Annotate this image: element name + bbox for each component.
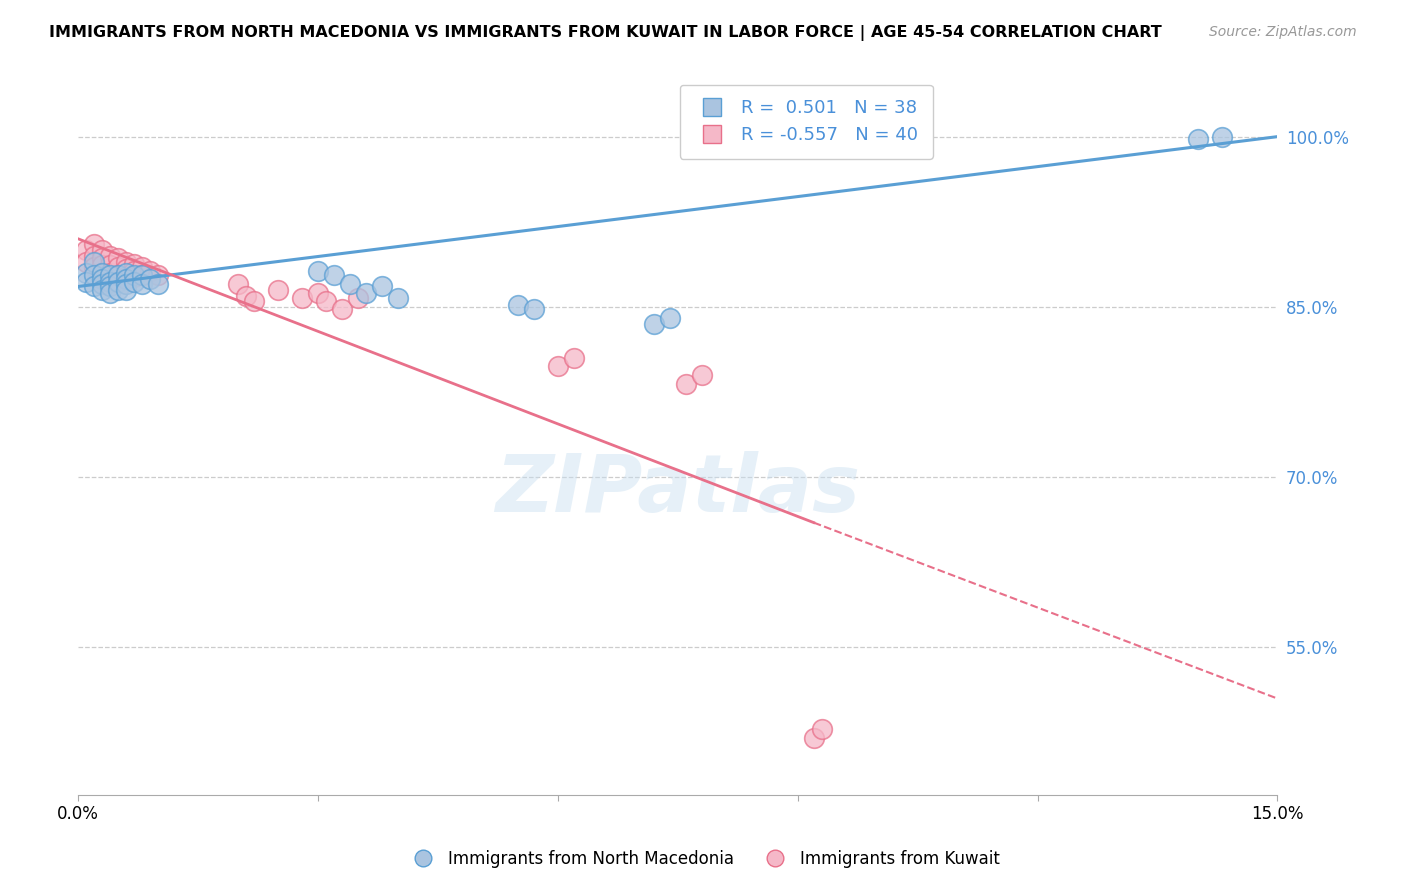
Point bbox=[330, 302, 353, 317]
Point bbox=[658, 311, 681, 326]
Point bbox=[675, 377, 697, 392]
Point bbox=[115, 271, 138, 285]
Point bbox=[122, 270, 145, 285]
Point bbox=[115, 277, 138, 292]
Point bbox=[83, 237, 105, 252]
Point bbox=[523, 302, 546, 317]
Point bbox=[115, 262, 138, 277]
Point bbox=[122, 263, 145, 277]
Point bbox=[91, 277, 114, 292]
Point bbox=[115, 266, 138, 280]
Point bbox=[115, 270, 138, 285]
Point bbox=[122, 268, 145, 282]
Point bbox=[243, 294, 266, 309]
Point bbox=[107, 260, 129, 275]
Point bbox=[690, 368, 713, 382]
Point bbox=[91, 243, 114, 257]
Point bbox=[98, 266, 121, 280]
Point bbox=[107, 283, 129, 297]
Point bbox=[267, 283, 290, 297]
Point bbox=[107, 268, 129, 282]
Point bbox=[115, 254, 138, 268]
Point bbox=[1211, 129, 1233, 144]
Point bbox=[98, 268, 121, 282]
Point bbox=[131, 268, 153, 282]
Point bbox=[122, 257, 145, 271]
Point bbox=[91, 271, 114, 285]
Point bbox=[115, 283, 138, 297]
Point bbox=[98, 275, 121, 289]
Point bbox=[291, 291, 314, 305]
Point bbox=[98, 286, 121, 301]
Legend: R =  0.501   N = 38, R = -0.557   N = 40: R = 0.501 N = 38, R = -0.557 N = 40 bbox=[681, 85, 932, 159]
Point bbox=[146, 277, 169, 292]
Point bbox=[347, 291, 370, 305]
Point bbox=[643, 317, 665, 331]
Point bbox=[139, 263, 162, 277]
Point bbox=[235, 288, 257, 302]
Legend: Immigrants from North Macedonia, Immigrants from Kuwait: Immigrants from North Macedonia, Immigra… bbox=[399, 844, 1007, 875]
Point bbox=[83, 260, 105, 275]
Text: ZIPatlas: ZIPatlas bbox=[495, 451, 860, 529]
Point bbox=[98, 249, 121, 263]
Point bbox=[323, 268, 346, 282]
Point bbox=[91, 266, 114, 280]
Point bbox=[75, 275, 97, 289]
Point bbox=[91, 258, 114, 272]
Point bbox=[91, 251, 114, 265]
Point bbox=[371, 279, 394, 293]
Point bbox=[803, 731, 825, 746]
Point bbox=[107, 251, 129, 265]
Text: Source: ZipAtlas.com: Source: ZipAtlas.com bbox=[1209, 25, 1357, 39]
Point bbox=[307, 263, 329, 277]
Point bbox=[131, 260, 153, 275]
Point bbox=[226, 277, 249, 292]
Point bbox=[307, 286, 329, 301]
Point bbox=[98, 258, 121, 272]
Point bbox=[354, 286, 377, 301]
Point bbox=[83, 279, 105, 293]
Point bbox=[146, 268, 169, 282]
Point bbox=[75, 254, 97, 268]
Point bbox=[131, 277, 153, 292]
Point bbox=[75, 266, 97, 280]
Point bbox=[506, 298, 529, 312]
Point bbox=[1187, 132, 1209, 146]
Point bbox=[107, 275, 129, 289]
Point bbox=[83, 254, 105, 268]
Point bbox=[139, 271, 162, 285]
Point bbox=[547, 359, 569, 373]
Point bbox=[98, 279, 121, 293]
Point bbox=[562, 351, 585, 365]
Point bbox=[387, 291, 409, 305]
Point bbox=[75, 243, 97, 257]
Point bbox=[315, 294, 337, 309]
Point bbox=[131, 268, 153, 282]
Point bbox=[83, 249, 105, 263]
Text: IMMIGRANTS FROM NORTH MACEDONIA VS IMMIGRANTS FROM KUWAIT IN LABOR FORCE | AGE 4: IMMIGRANTS FROM NORTH MACEDONIA VS IMMIG… bbox=[49, 25, 1161, 41]
Point bbox=[339, 277, 361, 292]
Point bbox=[107, 268, 129, 282]
Point bbox=[83, 268, 105, 282]
Point bbox=[122, 275, 145, 289]
Point bbox=[91, 266, 114, 280]
Point bbox=[91, 283, 114, 297]
Point bbox=[810, 723, 832, 737]
